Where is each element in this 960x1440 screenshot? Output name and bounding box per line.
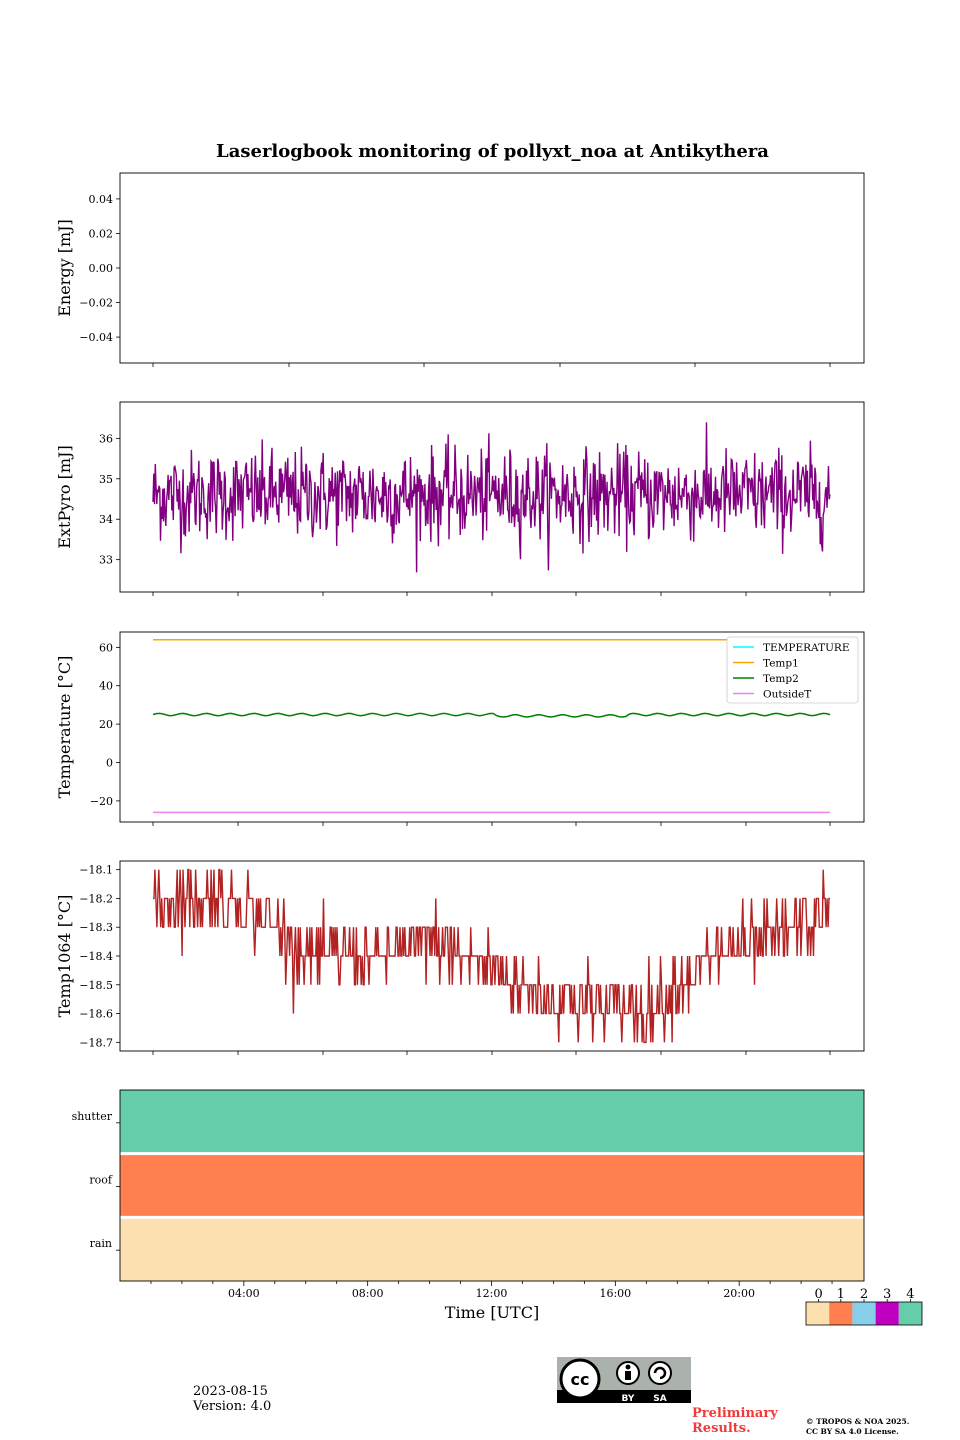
y-tick-label: 35	[99, 473, 113, 486]
legend	[726, 636, 859, 704]
y-axis-label: ExtPyro [mJ]	[55, 445, 74, 548]
status-panel	[119, 1089, 865, 1282]
colorbar-tick-label: 0	[814, 1287, 822, 1302]
y-axis-label: Temperature [°C]	[55, 656, 74, 799]
svg-text:SA: SA	[653, 1394, 666, 1403]
colorbar-tick-label: 2	[860, 1287, 868, 1302]
preliminary-note: Preliminary Results.	[692, 1406, 778, 1436]
y-tick-label: −18.3	[79, 921, 113, 934]
y-tick-label: −18.7	[79, 1036, 113, 1049]
colorbar-tick-label: 3	[883, 1287, 891, 1302]
temp1064-series	[153, 868, 830, 1044]
colorbar-swatch-3	[875, 1302, 899, 1325]
y-tick-label: 34	[99, 513, 113, 526]
y-axis-label: Energy [mJ]	[55, 219, 74, 317]
status-row-label: roof	[89, 1174, 113, 1187]
x-tick-label: 16:00	[599, 1287, 631, 1300]
y-tick-label: 36	[99, 432, 113, 445]
y-axis-label: Temp1064 [°C]	[55, 895, 74, 1018]
y-tick-label: −18.1	[79, 864, 113, 877]
status-row-roof	[120, 1153, 864, 1218]
y-tick-label: 0.04	[89, 193, 114, 206]
colorbar-swatch-2	[852, 1302, 876, 1325]
footer-meta: 2023-08-15 Version: 4.0	[193, 1384, 271, 1414]
legend-label: TEMPERATURE	[763, 642, 850, 654]
version-label: Version: 4.0	[193, 1399, 272, 1414]
y-tick-label: 0	[106, 757, 113, 770]
x-tick-label: 04:00	[228, 1287, 260, 1300]
legend-label: Temp1	[763, 658, 799, 670]
status-row-label: shutter	[72, 1110, 113, 1123]
energy-panel	[119, 172, 865, 364]
y-tick-label: −0.02	[79, 297, 113, 310]
series-temp2	[152, 712, 831, 718]
share-alike-icon	[648, 1361, 672, 1385]
status-row-rain	[120, 1217, 864, 1281]
status-row-label: rain	[90, 1237, 112, 1250]
x-tick-label: 12:00	[476, 1287, 508, 1300]
legend-label: Temp2	[763, 673, 799, 685]
colorbar-tick-label: 4	[906, 1287, 914, 1302]
y-tick-label: −18.4	[79, 950, 113, 963]
y-tick-label: 33	[99, 554, 113, 567]
y-tick-label: −0.04	[79, 331, 113, 344]
colorbar-swatch-0	[806, 1302, 830, 1325]
colorbar-swatch-4	[898, 1302, 922, 1325]
copyright-note: © TROPOS & NOA 2025. CC BY SA 4.0 Licens…	[806, 1417, 910, 1436]
extpyro-series	[152, 422, 831, 573]
chart-title: Laserlogbook monitoring of pollyxt_noa a…	[216, 141, 769, 162]
x-tick-label: 20:00	[723, 1287, 755, 1300]
y-tick-label: −18.6	[79, 1008, 113, 1021]
legend-label: OutsideT	[763, 689, 811, 701]
y-tick-label: 0.02	[89, 227, 114, 240]
y-tick-label: 20	[99, 718, 113, 731]
x-tick-label: 08:00	[352, 1287, 384, 1300]
svg-text:cc: cc	[571, 1370, 590, 1389]
y-tick-label: −18.2	[79, 892, 113, 905]
y-tick-label: −18.5	[79, 979, 113, 992]
y-tick-label: 40	[99, 680, 113, 693]
y-tick-label: 0.00	[89, 262, 114, 275]
cc-icon	[559, 1358, 601, 1400]
colorbar-swatch-1	[829, 1302, 853, 1325]
status-row-shutter	[120, 1090, 864, 1154]
y-tick-label: 60	[99, 641, 113, 654]
date-label: 2023-08-15	[193, 1384, 268, 1399]
y-tick-label: −20	[90, 795, 113, 808]
cc-license-badge: cc BY SA	[557, 1357, 691, 1403]
svg-text:BY: BY	[622, 1394, 635, 1403]
colorbar-tick-label: 1	[837, 1287, 845, 1302]
x-axis-label: Time [UTC]	[445, 1303, 539, 1322]
